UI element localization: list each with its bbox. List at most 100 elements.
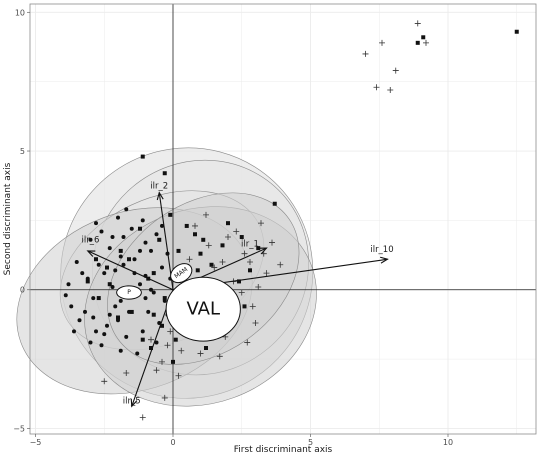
data-point-plus — [387, 87, 394, 93]
data-point-square — [220, 243, 225, 248]
data-point-circle — [151, 290, 156, 295]
data-point-plus — [167, 328, 174, 335]
x-tick-label: 10 — [443, 438, 453, 447]
y-axis-title: Second discriminant axis — [3, 162, 13, 275]
data-point-circle — [88, 340, 93, 345]
data-point-plus — [362, 50, 369, 57]
data-point-plus — [258, 220, 264, 227]
data-point-square — [415, 40, 420, 45]
data-point-square — [140, 154, 145, 159]
data-point-circle — [135, 351, 140, 356]
data-point-square — [226, 221, 230, 226]
data-point-square — [176, 248, 181, 253]
data-point-circle — [118, 254, 123, 259]
group-label-badge — [165, 276, 241, 342]
data-point-plus — [101, 378, 108, 385]
data-point-plus — [164, 342, 171, 349]
data-point-square — [118, 248, 123, 253]
vector-arrowhead — [86, 250, 96, 257]
data-point-plus — [379, 39, 385, 46]
vector-label: ilr_2 — [150, 181, 168, 191]
axis-ticks: −5 0 5 10 −5 0 5 10 — [13, 8, 453, 447]
data-point-square — [248, 268, 252, 273]
data-point-square — [129, 309, 134, 314]
data-point-plus — [247, 259, 253, 265]
data-point-plus — [392, 67, 399, 74]
vector-arrow — [87, 250, 174, 291]
data-point-plus — [123, 369, 130, 376]
data-point-circle — [85, 276, 90, 281]
data-point-square — [514, 29, 519, 34]
data-point-square — [195, 268, 200, 273]
data-point-plus — [244, 339, 251, 346]
data-point-circle — [99, 229, 104, 234]
data-point-square — [242, 304, 247, 309]
data-point-circle — [140, 218, 145, 223]
data-point-plus — [249, 303, 256, 310]
vector-label: ilr_1 — [241, 240, 259, 250]
data-point-square — [96, 296, 101, 301]
y-tick-label: 5 — [20, 147, 25, 156]
data-point-circle — [99, 343, 104, 348]
data-point-plus — [139, 414, 146, 421]
y-tick-label: 10 — [15, 8, 25, 17]
data-point-circle — [72, 329, 76, 334]
data-point-plus — [186, 256, 193, 263]
vector-arrowhead — [130, 398, 138, 408]
data-point-circle — [138, 282, 142, 287]
data-point-plus — [263, 270, 270, 277]
data-point-square — [105, 265, 109, 270]
data-point-circle — [110, 235, 115, 240]
data-point-square — [193, 232, 197, 237]
data-point-circle — [63, 293, 68, 298]
data-point-square — [151, 312, 156, 317]
data-point-circle — [160, 223, 164, 228]
data-point-square — [107, 282, 112, 287]
data-point-circle — [116, 318, 120, 323]
data-point-square — [272, 201, 277, 206]
data-point-plus — [277, 261, 284, 268]
vector-arrowhead — [156, 191, 164, 201]
data-point-circle — [113, 268, 118, 273]
data-point-circle — [121, 262, 126, 267]
data-point-plus — [219, 259, 226, 265]
data-point-plus — [238, 289, 245, 296]
data-point-square — [157, 237, 162, 242]
data-point-circle — [88, 237, 93, 242]
group-label-badge — [170, 263, 193, 284]
data-point-circle — [102, 271, 107, 276]
data-point-circle — [146, 309, 151, 314]
data-point-circle — [121, 235, 126, 240]
data-point-square — [209, 262, 214, 267]
data-point-circle — [116, 215, 120, 220]
data-point-circle — [157, 321, 162, 326]
data-point-circle — [69, 304, 74, 309]
data-point-plus — [225, 234, 231, 241]
vector-arrowhead — [380, 256, 389, 264]
y-tick-label: 0 — [20, 286, 25, 295]
data-point-circle — [80, 271, 85, 276]
data-point-square — [168, 212, 173, 217]
data-point-plus — [178, 347, 185, 354]
data-point-circle — [132, 257, 137, 262]
data-point-plus — [192, 222, 198, 229]
data-point-plus — [153, 367, 160, 374]
data-point-circle — [105, 323, 109, 328]
data-point-square — [256, 246, 261, 251]
data-point-circle — [77, 318, 82, 323]
data-point-plus — [203, 211, 209, 218]
data-point-plus — [373, 84, 380, 91]
data-point-circle — [138, 248, 142, 253]
data-point-circle — [149, 248, 153, 253]
data-point-plus — [148, 336, 154, 343]
data-point-circle — [107, 312, 112, 317]
data-point-plus — [161, 394, 168, 401]
data-point-square — [138, 226, 142, 231]
data-point-square — [184, 223, 189, 228]
group-label: VAL — [186, 299, 220, 320]
group-label: P — [127, 289, 131, 296]
data-point-circle — [154, 232, 159, 237]
data-point-circle — [160, 265, 164, 270]
